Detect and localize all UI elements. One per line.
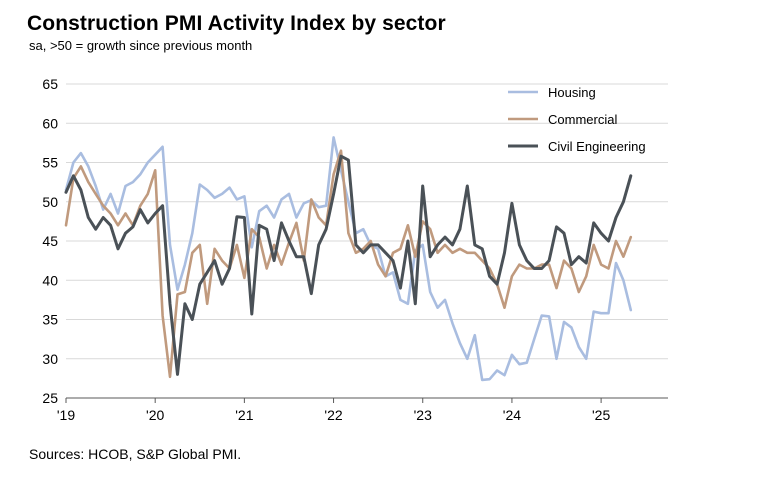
series-line-housing: [64, 136, 633, 382]
series-line-civil: [64, 154, 633, 376]
source-note: Sources: HCOB, S&P Global PMI.: [29, 446, 242, 462]
y-tick-label: 65: [42, 76, 58, 92]
axes: 25 30 35 40 45 50 55 60 65 '19 '20 '21 '22 '23 '24 '25: [42, 76, 668, 423]
chart-subtitle: sa, >50 = growth since previous month: [29, 38, 253, 53]
y-tick-label: 55: [42, 155, 58, 171]
line-chart: 253035404550556065'19'20'21'22'23'24'25 …: [42, 76, 668, 423]
x-tick-label: '21: [235, 407, 253, 423]
legend-label-commercial: Commercial: [548, 112, 617, 127]
y-tick-label: 50: [42, 194, 58, 210]
x-tick-label: '19: [57, 407, 75, 423]
y-tick-label: 45: [42, 233, 58, 249]
y-tick-label: 30: [42, 351, 58, 367]
x-tick-label: '25: [592, 407, 610, 423]
x-tick-label: '23: [414, 407, 432, 423]
x-tick-label: '22: [324, 407, 342, 423]
x-tick-label: '20: [146, 407, 164, 423]
y-tick-label: 35: [42, 312, 58, 328]
gridlines: [66, 83, 668, 360]
y-tick-label: 40: [42, 272, 58, 288]
y-tick-label: 60: [42, 115, 58, 131]
y-tick-label: 25: [42, 390, 58, 406]
x-tick-label: '24: [503, 407, 521, 423]
legend-label-civil: Civil Engineering: [548, 139, 646, 154]
series-lines: [64, 136, 633, 382]
legend: Housing Commercial Civil Engineering: [508, 85, 646, 154]
chart-title: Construction PMI Activity Index by secto…: [27, 12, 446, 35]
legend-label-housing: Housing: [548, 85, 596, 100]
